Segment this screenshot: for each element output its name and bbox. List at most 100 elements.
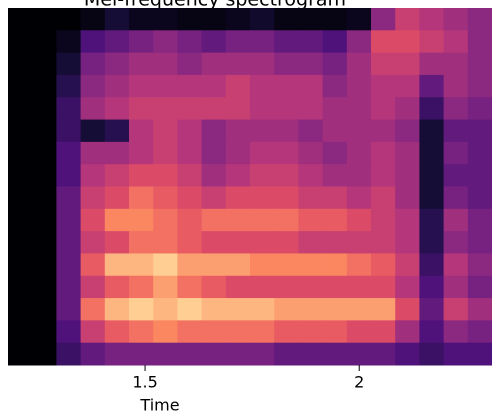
heatmap-cell (129, 52, 154, 76)
heatmap-cell (274, 97, 299, 121)
heatmap-cell (104, 208, 130, 232)
heatmap-cell (346, 208, 372, 232)
heatmap-cell (322, 74, 348, 98)
heatmap-cell (346, 298, 372, 321)
heatmap-cell (322, 141, 348, 165)
heatmap-cell (129, 342, 154, 366)
heatmap-cell (8, 231, 33, 254)
heatmap-cell (298, 141, 324, 165)
heatmap-cell (467, 342, 492, 366)
heatmap-cell (80, 8, 106, 31)
heatmap-cell (322, 253, 348, 277)
heatmap-cell (8, 186, 33, 210)
heatmap-cell (8, 208, 33, 232)
heatmap-cell (8, 275, 33, 299)
heatmap-cell (395, 186, 420, 210)
heatmap-cell (371, 52, 396, 76)
heatmap-cell (322, 231, 348, 254)
heatmap-cell (8, 74, 33, 98)
heatmap-cell (371, 8, 396, 31)
heatmap-cell (298, 298, 324, 321)
heatmap-cell (346, 253, 372, 277)
heatmap-cell (346, 231, 372, 254)
heatmap-cell (104, 320, 130, 344)
heatmap-cell (298, 253, 324, 277)
heatmap-cell (419, 298, 445, 321)
heatmap-cell (80, 298, 106, 321)
heatmap-cell (177, 97, 203, 121)
heatmap-cell (56, 8, 82, 31)
heatmap-cell (80, 253, 106, 277)
heatmap-cell (129, 30, 154, 54)
heatmap-cell (467, 275, 492, 299)
heatmap-cell (201, 164, 227, 187)
heatmap-cell (419, 231, 445, 254)
heatmap-cell (419, 8, 445, 31)
heatmap-cell (467, 231, 492, 254)
heatmap-cell (32, 275, 57, 299)
heatmap-cell (346, 119, 372, 143)
heatmap-cell (225, 275, 251, 299)
heatmap-cell (104, 298, 130, 321)
heatmap-cell (153, 320, 178, 344)
heatmap-cell (153, 74, 178, 98)
heatmap-cell (419, 186, 445, 210)
heatmap-cell (201, 141, 227, 165)
heatmap-cell (298, 119, 324, 143)
heatmap-cell (104, 164, 130, 187)
heatmap-cell (395, 30, 420, 54)
heatmap-cell (371, 30, 396, 54)
heatmap-cell (467, 164, 492, 187)
heatmap-cell (177, 8, 203, 31)
heatmap-cell (56, 97, 82, 121)
heatmap-cell (274, 141, 299, 165)
heatmap-cell (274, 208, 299, 232)
heatmap-cell (274, 342, 299, 366)
heatmap-cell (8, 141, 33, 165)
heatmap-cell (443, 320, 469, 344)
heatmap-cell (250, 186, 275, 210)
heatmap-cell (177, 74, 203, 98)
heatmap-cell (225, 186, 251, 210)
heatmap-cell (395, 97, 420, 121)
heatmap-cell (467, 141, 492, 165)
heatmap-cell (32, 30, 57, 54)
heatmap-cell (80, 30, 106, 54)
heatmap-cell (250, 253, 275, 277)
heatmap-cell (274, 30, 299, 54)
heatmap-cell (346, 186, 372, 210)
heatmap-cell (371, 208, 396, 232)
heatmap-cell (153, 8, 178, 31)
heatmap-cell (346, 164, 372, 187)
heatmap-cell (298, 320, 324, 344)
heatmap-cell (250, 119, 275, 143)
heatmap-cell (395, 231, 420, 254)
heatmap-cell (371, 342, 396, 366)
heatmap-cell (322, 8, 348, 31)
heatmap-cell (346, 275, 372, 299)
heatmap-cell (395, 208, 420, 232)
heatmap-cell (467, 298, 492, 321)
heatmap-cell (153, 164, 178, 187)
heatmap-cell (8, 119, 33, 143)
heatmap-cell (250, 275, 275, 299)
heatmap-cell (250, 30, 275, 54)
heatmap-cell (298, 97, 324, 121)
heatmap-cell (104, 119, 130, 143)
heatmap-cell (129, 119, 154, 143)
heatmap-cell (80, 186, 106, 210)
heatmap-cell (298, 30, 324, 54)
heatmap-cell (274, 275, 299, 299)
heatmap-cell (395, 253, 420, 277)
heatmap-cell (32, 8, 57, 31)
heatmap-cell (177, 208, 203, 232)
heatmap-cell (201, 253, 227, 277)
heatmap-cell (225, 342, 251, 366)
heatmap-cell (129, 320, 154, 344)
heatmap-cell (225, 231, 251, 254)
heatmap-cell (104, 141, 130, 165)
heatmap-cell (443, 253, 469, 277)
heatmap-cell (104, 342, 130, 366)
heatmap-cell (153, 141, 178, 165)
heatmap-cell (419, 164, 445, 187)
